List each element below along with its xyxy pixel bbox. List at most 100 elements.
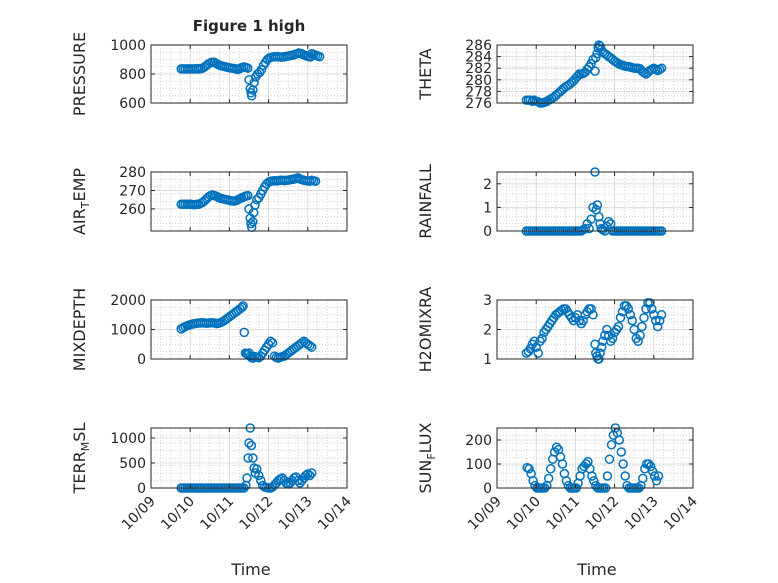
air-temp-axes-box [150, 171, 348, 232]
terr-msl-xlabel: Time [230, 560, 270, 579]
data-point [238, 301, 248, 311]
data-point [643, 459, 654, 469]
data-point [256, 64, 267, 75]
data-point [306, 342, 317, 352]
data-point [595, 348, 605, 358]
y-tick-label: 260 [119, 202, 146, 218]
rainfall-ylabel: RAINFALL [416, 164, 435, 239]
data-point [584, 223, 594, 234]
data-point [242, 473, 252, 483]
y-tick-label: 278 [465, 84, 492, 100]
data-point [305, 470, 315, 481]
terr-msl-ylabel: TERRMSL [70, 423, 92, 495]
y-tick-label: 600 [119, 96, 146, 112]
x-tick-label: 10/11 [543, 494, 583, 534]
y-tick-label: 1 [483, 352, 492, 368]
data-point [614, 435, 625, 445]
data-point [243, 190, 253, 201]
y-tick-label: 0 [137, 481, 146, 497]
subplot-8: 0 100 200 SUNFLUX 10/09 10/10 10/11 10/12 10/13 1… [416, 422, 701, 579]
data-point [618, 459, 628, 469]
data-point [243, 63, 253, 73]
data-point [580, 223, 590, 234]
y-tick-label: 200 [465, 433, 492, 449]
data-point [638, 473, 648, 484]
data-point [239, 327, 250, 338]
y-tick-label: 0 [483, 224, 492, 240]
x-tick-label: 10/11 [197, 494, 237, 534]
data-point [651, 315, 661, 326]
data-point [625, 310, 636, 320]
y-tick-label: 2 [483, 323, 492, 339]
x-tick-label: 10/13 [276, 494, 316, 534]
data-point [293, 475, 303, 486]
data-point [623, 304, 634, 314]
data-point [244, 438, 254, 448]
air-temp-series [176, 173, 321, 233]
data-point [301, 470, 311, 481]
data-point [633, 336, 643, 347]
h2omixra-series [521, 298, 667, 364]
data-point [647, 304, 657, 314]
data-point [629, 324, 639, 335]
data-point [602, 471, 613, 481]
data-point [637, 321, 647, 332]
y-tick-label: 286 [465, 38, 492, 54]
sun-flux-ylabel: SUNFLUX [416, 422, 438, 493]
data-point [252, 464, 262, 474]
data-point [310, 176, 321, 186]
data-point [524, 464, 534, 474]
y-tick-label: 284 [465, 50, 492, 66]
data-point [639, 312, 649, 323]
data-point [246, 440, 257, 451]
x-tick-label: 10/09 [119, 494, 159, 534]
mixdepth-ylabel: MIXDEPTH [70, 288, 89, 371]
y-tick-label: 3 [483, 293, 492, 309]
data-point [543, 473, 554, 484]
data-point [297, 338, 307, 348]
y-tick-label: 280 [465, 73, 492, 89]
data-point [248, 217, 258, 227]
data-point [248, 453, 258, 463]
pressure-ylabel: PRESSURE [70, 32, 89, 116]
data-point [656, 63, 667, 73]
data-point [591, 53, 601, 63]
data-point [590, 66, 600, 76]
data-point [529, 336, 539, 347]
data-point [606, 440, 617, 450]
theta-series [521, 40, 667, 108]
x-tick-label: 10/09 [465, 494, 505, 534]
data-point [615, 312, 626, 323]
data-point [651, 476, 662, 486]
data-point [525, 343, 536, 354]
sun-flux-axes-box [496, 427, 694, 489]
data-point [545, 464, 556, 474]
y-tick-label: 1 [483, 200, 492, 216]
y-tick-label: 100 [465, 457, 492, 473]
data-point [602, 324, 612, 335]
data-point [237, 302, 247, 313]
data-point [604, 454, 615, 464]
rainfall-axes-box [496, 171, 694, 232]
y-tick-label: 280 [119, 165, 146, 181]
data-point [265, 336, 276, 347]
data-point [557, 459, 568, 469]
air-temp-ylabel: AIRTEMP [70, 168, 92, 235]
data-point [267, 338, 278, 348]
data-point [592, 200, 603, 210]
data-point [306, 468, 317, 478]
y-tick-label: 276 [465, 96, 492, 112]
data-point [603, 216, 614, 227]
y-tick-label: 2 [483, 177, 492, 193]
data-point [654, 64, 665, 75]
y-tick-label: 1000 [110, 38, 146, 54]
data-point [587, 471, 597, 481]
data-point [250, 200, 260, 210]
x-tick-label: 10/10 [158, 494, 198, 534]
y-tick-label: 1000 [110, 431, 146, 447]
x-tick-label: 10/14 [661, 493, 701, 533]
data-point [314, 51, 325, 62]
data-point [656, 310, 667, 320]
y-tick-label: 0 [137, 352, 146, 368]
